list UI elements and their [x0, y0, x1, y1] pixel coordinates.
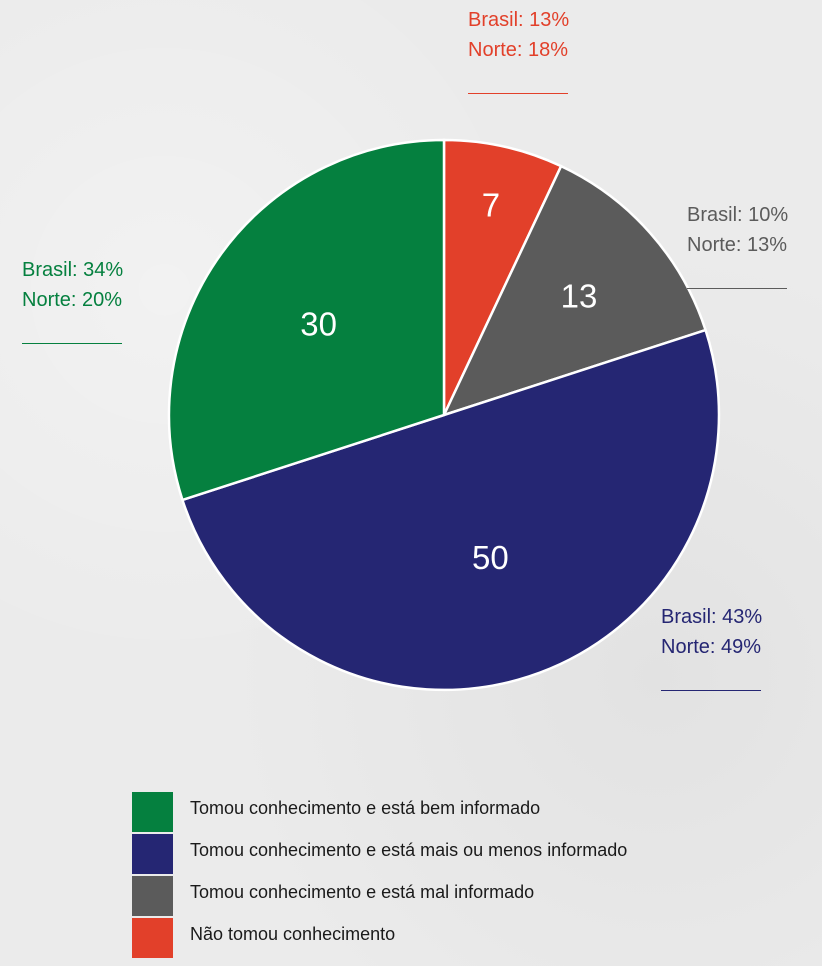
annotation-rule [22, 343, 122, 344]
annotation-mal-informado: Brasil: 10% Norte: 13% [687, 200, 788, 289]
pie-value-label: 7 [482, 187, 500, 224]
annotation-line: Brasil: 10% [687, 204, 789, 226]
annotation-rule [661, 690, 761, 691]
annotation-line: Brasil: 13% [468, 9, 570, 31]
annotation-line: Brasil: 34% [22, 259, 124, 281]
legend-label: Tomou conhecimento e está mal informado [190, 882, 535, 902]
legend-swatch [132, 876, 173, 916]
legend-label: Não tomou conhecimento [190, 924, 396, 944]
annotation-mais-ou-menos: Brasil: 43% Norte: 49% [661, 602, 762, 691]
pie-value-label: 30 [300, 305, 337, 342]
annotation-line: Brasil: 43% [661, 606, 763, 628]
legend-label: Tomou conhecimento e está mais ou menos … [190, 840, 628, 860]
pie-slice [441, 164, 708, 418]
pie-slice [442, 138, 563, 416]
annotation-line: Norte: 49% [661, 636, 762, 658]
annotation-line: Norte: 13% [687, 234, 788, 256]
legend-label: Tomou conhecimento e está bem informado [190, 798, 541, 818]
annotation-rule [468, 93, 568, 94]
pie-value-labels: 7 13 50 30 [300, 187, 597, 576]
annotation-nao-tomou: Brasil: 13% Norte: 18% [468, 5, 569, 94]
annotation-line: Norte: 20% [22, 289, 123, 311]
annotation-line: Norte: 18% [468, 39, 569, 61]
pie-slice [180, 328, 721, 692]
legend-swatch [132, 792, 173, 832]
annotation-rule [687, 288, 787, 289]
annotation-bem-informado: Brasil: 34% Norte: 20% [22, 255, 123, 344]
pie-slice [167, 138, 446, 502]
pie-value-label: 13 [561, 277, 598, 314]
pie-value-label: 50 [472, 539, 509, 576]
legend-swatch [132, 918, 173, 958]
pie-slices [167, 138, 721, 692]
legend-swatch [132, 834, 173, 874]
